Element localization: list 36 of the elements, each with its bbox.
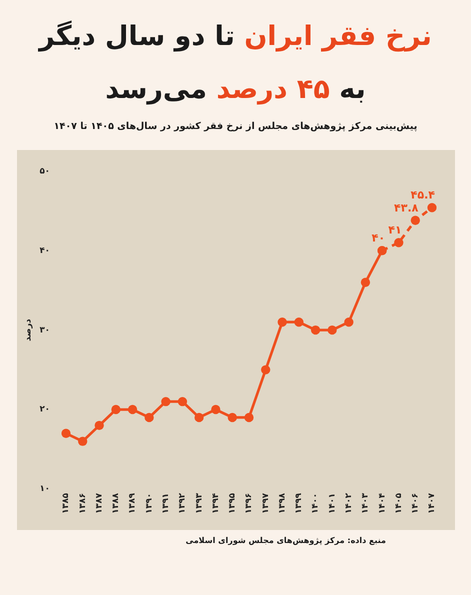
- x-tick-label: ۱۳۸۵: [61, 493, 72, 514]
- x-tick-label: ۱۳۸۷: [94, 492, 104, 514]
- y-tick-label: ۱۰: [40, 484, 50, 494]
- x-tick-label: ۱۳۹۶: [244, 493, 254, 514]
- x-tick-label: ۱۳۹۲: [178, 492, 188, 514]
- x-tick-label: ۱۴۰۴: [377, 493, 388, 514]
- y-tick-label: ۲۰: [40, 404, 50, 415]
- x-tick-label: ۱۳۹۸: [277, 492, 288, 514]
- x-tick-label: ۱۳۸۸: [111, 492, 122, 514]
- y-tick-label: ۴۰: [40, 246, 50, 256]
- x-tick-label: ۱۳۹۱: [161, 493, 172, 514]
- chart-title: نرخ فقر ایران تا دو سال دیگر به ۴۵ درصد می‌رسد: [39, 21, 432, 105]
- y-tick-label: ۵۰: [40, 166, 50, 176]
- y-axis-title: درصد: [23, 318, 34, 342]
- x-tick-label: ۱۴۰۷: [427, 492, 438, 514]
- data-label: ۴۵.۴: [410, 188, 436, 202]
- x-tick-label: ۱۴۰۳: [360, 492, 371, 514]
- x-tick-label: ۱۴۰۲: [344, 492, 354, 514]
- x-tick-label: ۱۳۹۵: [228, 493, 238, 514]
- x-tick-label: ۱۳۸۶: [78, 493, 88, 514]
- data-label: ۴۳.۸: [394, 201, 419, 214]
- x-tick-label: ۱۳۹۳: [194, 492, 204, 514]
- data-label: ۴۱: [388, 224, 402, 237]
- x-tick-label: ۱۴۰۱: [327, 493, 338, 514]
- x-tick-label: ۱۴۰۵: [394, 493, 404, 514]
- chart-subtitle: پیش‌بینی مرکز پژوهش‌های مجلس از نرخ فقر کشور در سال‌های ۱۴۰۵ تا ۱۴۰۷: [52, 121, 418, 132]
- x-tick-label: ۱۳۹۴: [210, 493, 221, 514]
- x-tick-label: ۱۳۹۹: [294, 492, 304, 514]
- x-tick-label: ۱۳۸۹: [128, 492, 138, 514]
- x-tick-label: ۱۴۰۶: [410, 493, 421, 514]
- x-tick-label: ۱۳۹۰: [144, 493, 154, 514]
- text: منبع داده: مرکز پژوهش‌های مجلس شورای اسلامی: [186, 536, 386, 545]
- x-tick-label: ۱۳۹۷: [260, 492, 271, 514]
- data-label: ۴۰: [372, 232, 386, 245]
- y-tick-label: ۳۰: [40, 325, 50, 336]
- x-tick-label: ۱۴۰۰: [310, 493, 321, 514]
